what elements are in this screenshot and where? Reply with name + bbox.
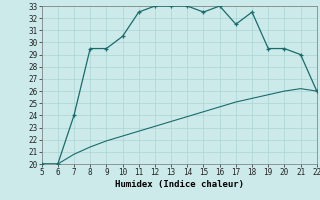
X-axis label: Humidex (Indice chaleur): Humidex (Indice chaleur) — [115, 180, 244, 189]
